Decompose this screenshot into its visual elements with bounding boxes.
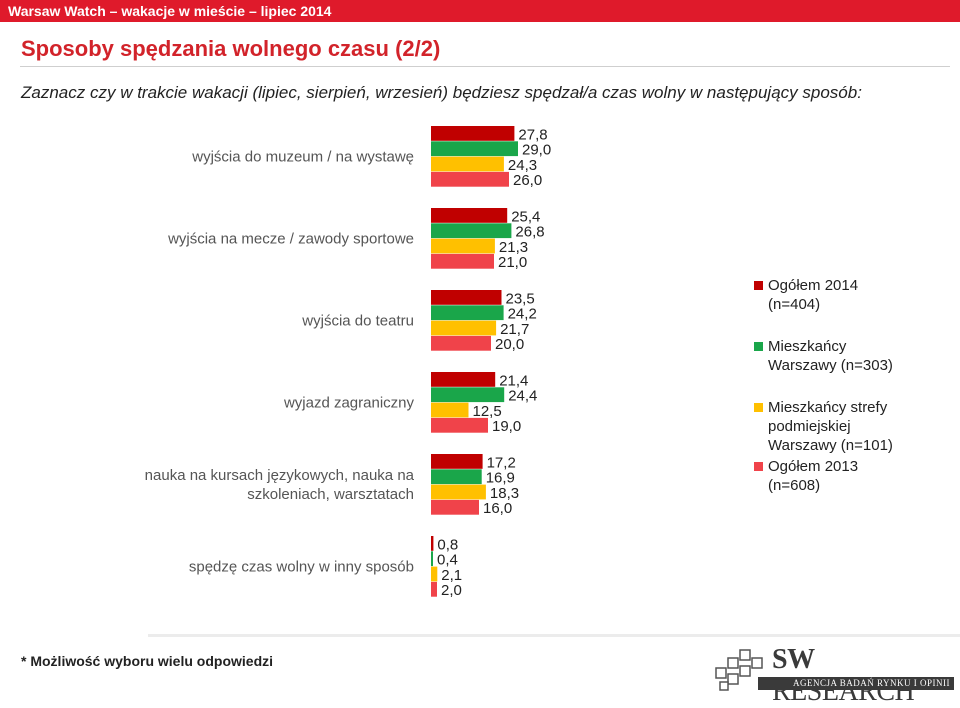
data-label: 2,0 — [441, 582, 462, 599]
legend-label-line: Mieszkańcy strefy — [768, 399, 888, 416]
legend-label-line: (n=404) — [768, 296, 821, 313]
legend-label-line: Ogółem 2013 — [768, 458, 859, 475]
bottom-divider — [148, 634, 960, 637]
bar — [431, 387, 505, 403]
footnote: * Możliwość wyboru wielu odpowiedzi — [21, 653, 274, 669]
bar — [431, 208, 508, 223]
category-label: wyjścia na mecze / zawody sportowe — [167, 231, 414, 248]
bar — [431, 290, 502, 305]
sw-research-logo: SW RESEARCH AGENCJA BADAŃ RYNKU I OPINII — [712, 640, 957, 707]
data-label: 27,8 — [518, 126, 547, 143]
legend-label-line: Warszawy (n=303) — [768, 357, 893, 374]
data-label: 2,1 — [441, 567, 462, 584]
legend-item: Mieszkańcy strefy podmiejskiej Warszawy (n… — [754, 398, 954, 455]
survey-question: Zaznacz czy w trakcie wakacji (lipiec, s… — [21, 83, 862, 102]
category-label: nauka na kursach językowych, nauka na — [145, 467, 415, 484]
bar — [431, 253, 494, 269]
chart-legend: Ogółem 2014 (n=404) Mieszkańcy Warszawy (n=… — [754, 276, 954, 495]
data-label: 20,0 — [495, 336, 524, 353]
data-label: 26,0 — [513, 172, 542, 189]
legend-swatch — [754, 403, 763, 412]
legend-swatch — [754, 281, 763, 290]
legend-label-line: Ogółem 2014 — [768, 277, 859, 294]
bar-group: 17,216,918,316,0 nauka na kursach językow… — [145, 454, 519, 517]
category-label: szkoleniach, warsztatach — [247, 486, 414, 503]
category-label: spędzę czas wolny w inny sposób — [189, 559, 414, 576]
bar — [431, 156, 504, 172]
legend-item: Mieszkańcy Warszawy (n=303) — [754, 337, 954, 375]
logo-sw: SW — [772, 644, 815, 675]
data-label: 21,0 — [498, 254, 527, 271]
title-divider — [20, 66, 950, 67]
legend-label-line: podmiejskiej — [768, 418, 851, 435]
bar — [431, 454, 483, 469]
data-label: 0,8 — [437, 536, 458, 553]
data-label: 24,2 — [508, 306, 537, 323]
bar-group: 0,80,42,12,0 spędzę czas wolny w inny spo… — [189, 536, 462, 599]
header-bar: Warsaw Watch – wakacje w mieście – lipie… — [0, 0, 960, 22]
bar — [431, 469, 482, 485]
bar — [431, 566, 438, 582]
data-label: 21,3 — [499, 239, 528, 256]
logo-cubes-icon — [715, 649, 763, 691]
data-label: 21,7 — [500, 321, 529, 338]
bar — [431, 402, 469, 418]
bar — [431, 372, 496, 387]
bar — [431, 499, 479, 515]
bar — [431, 581, 437, 597]
legend-swatch — [754, 342, 763, 351]
bar-group: 21,424,4 12,519,0 wyjazd zagraniczny — [283, 372, 537, 435]
data-label: 24,3 — [508, 157, 537, 174]
bar — [431, 335, 491, 351]
logo-tagline: AGENCJA BADAŃ RYNKU I OPINII — [758, 677, 954, 690]
legend-label-line: Warszawy (n=101) — [768, 437, 893, 454]
bar-group: 25,426,821,321,0 wyjścia na mecze / zawod… — [167, 208, 545, 271]
legend-item: Ogółem 2013 (n=608) — [754, 457, 954, 495]
data-label: 29,0 — [522, 142, 551, 159]
category-label: wyjazd zagraniczny — [283, 395, 415, 412]
data-label: 12,5 — [473, 403, 502, 420]
bar-group: 23,524,221,720,0 wyjścia do teatru — [301, 290, 537, 353]
data-label: 21,4 — [499, 372, 528, 389]
bar — [431, 305, 504, 321]
bar — [431, 484, 486, 500]
category-label: wyjścia do muzeum / na wystawę — [191, 149, 414, 166]
bar — [431, 223, 512, 239]
data-label: 17,2 — [487, 454, 516, 471]
category-label: wyjścia do teatru — [301, 313, 414, 330]
bar — [431, 536, 434, 551]
bar — [431, 238, 495, 254]
bar — [431, 141, 518, 157]
legend-label-line: Mieszkańcy — [768, 338, 847, 355]
data-label: 19,0 — [492, 418, 521, 435]
data-label: 25,4 — [511, 208, 540, 225]
data-label: 0,4 — [437, 552, 458, 569]
bar-group: 27,829,024,326,0 wyjścia do muzeum / na w… — [191, 126, 551, 189]
bar — [431, 171, 509, 187]
page-title: Sposoby spędzania wolnego czasu (2/2) — [21, 36, 441, 61]
bar — [431, 320, 497, 336]
bar — [431, 417, 488, 433]
data-label: 16,9 — [486, 470, 515, 487]
legend-label-line: (n=608) — [768, 477, 821, 494]
bar-chart: 27,829,024,326,0 wyjścia do muzeum / na w… — [145, 126, 551, 599]
bar — [431, 551, 433, 567]
data-label: 24,4 — [508, 388, 537, 405]
data-label: 23,5 — [506, 290, 535, 307]
data-label: 18,3 — [490, 485, 519, 502]
bar — [431, 126, 515, 141]
header-bar-text: Warsaw Watch – wakacje w mieście – lipie… — [8, 3, 332, 19]
data-label: 16,0 — [483, 500, 512, 517]
logo-wordmark: SW RESEARCH — [772, 644, 957, 708]
legend-swatch — [754, 462, 763, 471]
data-label: 26,8 — [515, 224, 544, 241]
legend-item: Ogółem 2014 (n=404) — [754, 276, 954, 314]
